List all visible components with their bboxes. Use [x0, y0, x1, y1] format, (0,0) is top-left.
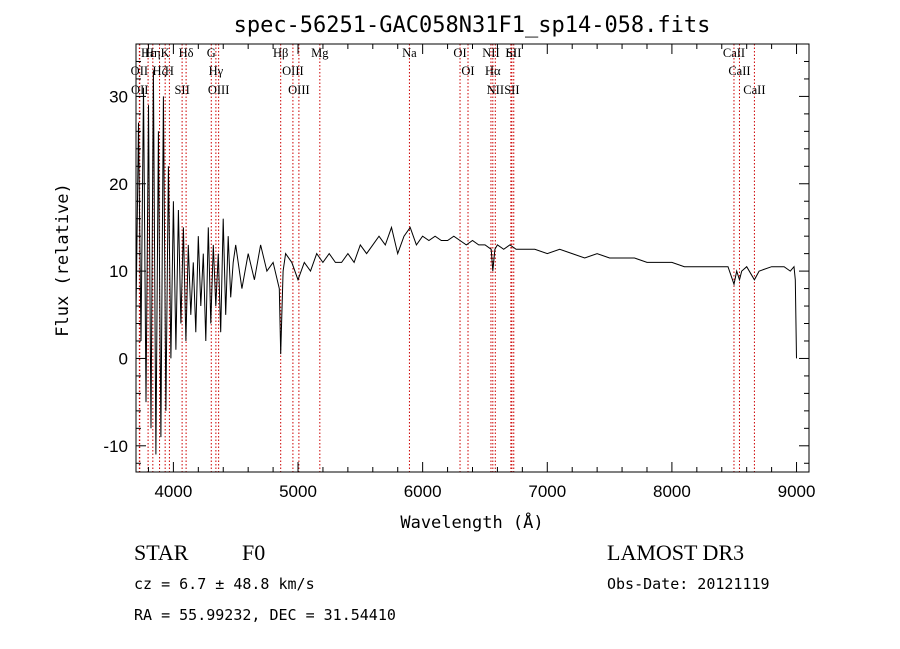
line-marker-label-13: OIII — [282, 64, 304, 78]
object-subclass: F0 — [242, 540, 265, 565]
y-tick-label-1: 0 — [119, 349, 128, 368]
line-marker-label-26: CaII — [728, 64, 750, 78]
line-marker-label-24: SII — [506, 46, 521, 60]
plot-frame — [135, 43, 810, 473]
line-marker-label-15: Mg — [311, 46, 329, 60]
line-marker-label-12: Hβ — [273, 46, 288, 60]
x-tick-label-0: 4000 — [154, 482, 192, 501]
line-marker-label-7: SII — [174, 83, 189, 97]
survey-name: LAMOST DR3 — [607, 540, 744, 565]
line-marker-label-2: OII — [131, 83, 148, 97]
chart-title: spec-56251-GAC058N31F1_sp14-058.fits — [234, 13, 711, 38]
x-tick-label-1: 5000 — [279, 482, 317, 501]
y-tick-label-0: -10 — [103, 437, 128, 456]
line-marker-label-21: NII — [487, 83, 504, 97]
line-marker-label-6: H — [165, 64, 174, 78]
x-tick-label-4: 8000 — [653, 482, 691, 501]
observation-date: Obs-Date: 20121119 — [607, 575, 770, 593]
spectrum-line — [135, 70, 797, 455]
line-marker-label-1: OII — [131, 64, 148, 78]
line-marker-label-9: G — [207, 46, 216, 60]
line-marker-label-11: OIII — [208, 83, 230, 97]
x-tick-label-5: 9000 — [778, 482, 816, 501]
x-tick-label-3: 7000 — [528, 482, 566, 501]
line-marker-label-27: CaII — [743, 83, 765, 97]
redshift-cz: cz = 6.7 ± 48.8 km/s — [134, 575, 315, 593]
ra-dec-coordinates: RA = 55.99232, DEC = 31.54410 — [134, 606, 396, 624]
y-axis-ticks: -10 0 10 20 30 — [103, 60, 809, 464]
line-marker-label-23: SII — [504, 83, 519, 97]
line-marker-label-3: Hη — [145, 46, 161, 60]
emission-line-markers — [138, 44, 755, 472]
line-marker-label-8: Hδ — [179, 46, 194, 60]
line-marker-label-19: NII — [482, 46, 499, 60]
line-marker-label-16: Na — [402, 46, 417, 60]
line-marker-label-5: K — [161, 46, 170, 60]
object-class: STAR — [134, 540, 189, 565]
y-tick-label-2: 10 — [109, 262, 128, 281]
x-axis-label: Wavelength (Å) — [400, 511, 543, 533]
line-marker-label-22: Li — [505, 46, 517, 60]
line-marker-label-10: Hγ — [209, 64, 224, 78]
x-tick-label-2: 6000 — [404, 482, 442, 501]
y-tick-label-3: 20 — [109, 175, 128, 194]
line-marker-label-17: OI — [453, 46, 466, 60]
line-marker-label-14: OIII — [288, 83, 310, 97]
line-marker-label-4: Hζ — [152, 64, 166, 78]
line-marker-label-25: CaII — [723, 46, 745, 60]
y-axis-label: Flux (relative) — [53, 183, 73, 337]
line-marker-label-18: OI — [461, 64, 474, 78]
x-axis-ticks: 4000 5000 6000 7000 8000 9000 — [147, 44, 816, 501]
line-marker-label-20: Hα — [485, 64, 501, 78]
line-marker-label-0: Hε — [141, 46, 155, 60]
y-tick-label-4: 30 — [109, 87, 128, 106]
